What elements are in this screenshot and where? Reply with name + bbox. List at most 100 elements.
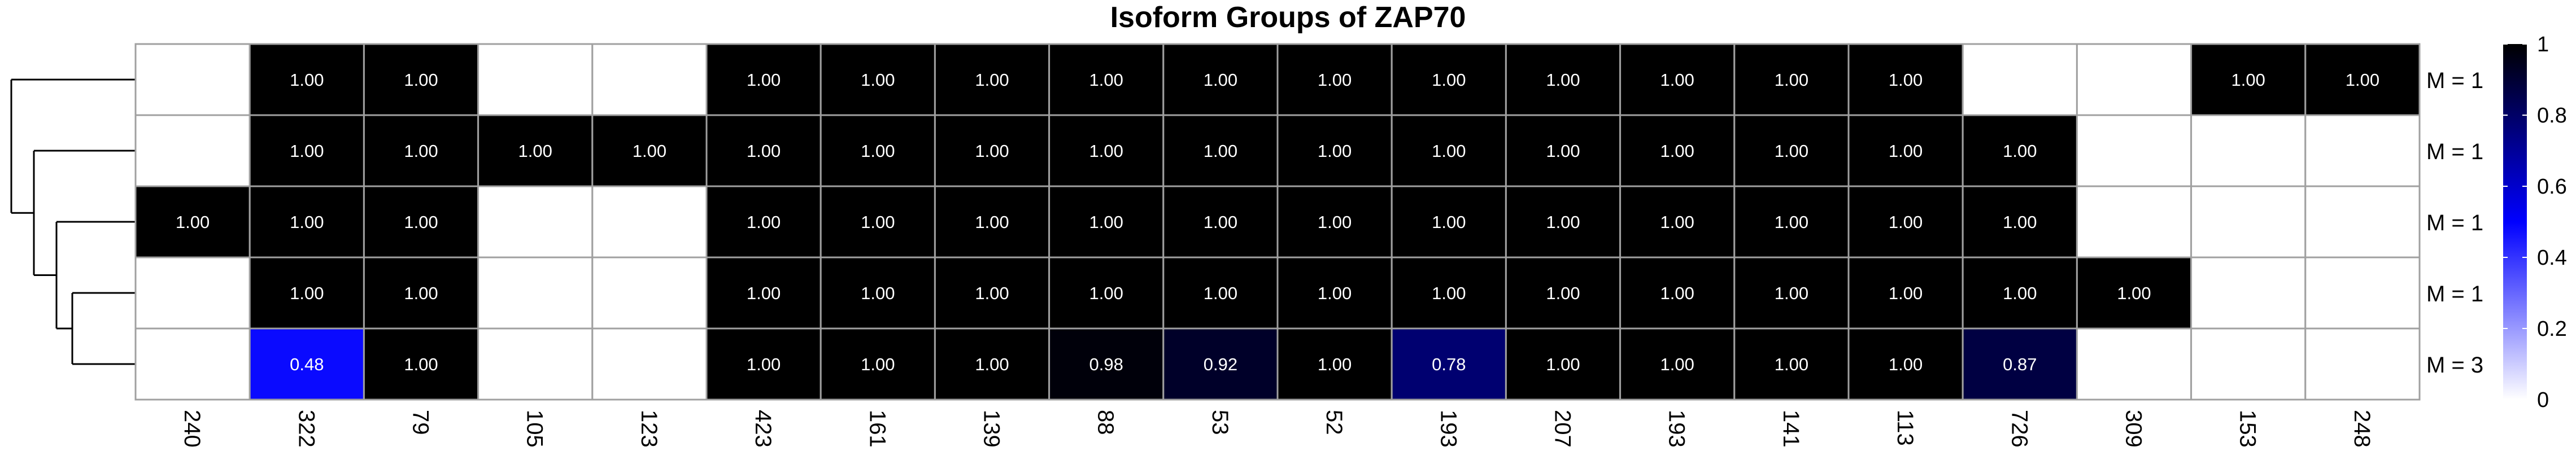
- cell-value-label: 0.87: [2003, 354, 2037, 374]
- cell-value-label: 1.00: [1318, 141, 1352, 161]
- heatmap-cell: [2076, 114, 2193, 187]
- cell-value-label: 1.00: [633, 141, 666, 161]
- cell-value-label: 1.00: [1889, 212, 1923, 232]
- heatmap-cell: [1505, 327, 1622, 401]
- cell-value-label: 1.00: [861, 354, 895, 374]
- row-label: M = 3: [2426, 353, 2483, 378]
- cell-value-label: 1.00: [404, 354, 438, 374]
- column-label: 53: [1208, 410, 1232, 435]
- cell-value-label: 1.00: [1432, 212, 1466, 232]
- cell-value-label: 1.00: [2117, 283, 2151, 303]
- heatmap-cell: [1619, 185, 1736, 259]
- cell-value-label: 1.00: [1660, 141, 1694, 161]
- row-label: M = 1: [2426, 139, 2483, 164]
- cell-value-label: 1.00: [1089, 283, 1123, 303]
- cell-value-label: 1.00: [1660, 212, 1694, 232]
- cell-value-label: 1.00: [290, 212, 324, 232]
- heatmap-cell: [705, 327, 822, 401]
- column-label: 193: [1436, 410, 1461, 448]
- dendrogram-branch: [71, 292, 136, 365]
- cell-value-label: 1.00: [1089, 141, 1123, 161]
- heatmap-cell: [1276, 256, 1393, 330]
- heatmap-cell: [1847, 43, 1964, 116]
- heatmap-cell: [2076, 327, 2193, 401]
- heatmap-cell: [477, 185, 594, 259]
- heatmap-cell: [134, 114, 251, 187]
- heatmap-cell: [1733, 327, 1850, 401]
- cell-value-label: 1.00: [1432, 70, 1466, 90]
- heatmap-cell: [249, 256, 365, 330]
- heatmap-cell: [249, 43, 365, 116]
- heatmap-cells: [134, 43, 2421, 401]
- heatmap-cell: [2076, 43, 2193, 116]
- heatmap-cell: [1162, 114, 1279, 187]
- heatmap-cell: [1276, 43, 1393, 116]
- cell-value-label: 1.00: [1775, 212, 1808, 232]
- heatmap-cell: [1391, 114, 1507, 187]
- heatmap-cell: [1391, 185, 1507, 259]
- cell-value-label: 1.00: [1546, 283, 1580, 303]
- heatmap-cell: [2190, 114, 2307, 187]
- cell-value-label: 1.00: [404, 70, 438, 90]
- cell-value-label: 1.00: [1546, 141, 1580, 161]
- cell-value-label: 1.00: [1660, 70, 1694, 90]
- heatmap-cell: [249, 114, 365, 187]
- column-label: 726: [2007, 410, 2032, 448]
- cell-value-label: 1.00: [1889, 70, 1923, 90]
- heatmap-cell: [2304, 256, 2421, 330]
- column-label: 423: [751, 410, 775, 448]
- heatmap-cell: [1048, 327, 1165, 401]
- cell-value-label: 1.00: [747, 283, 781, 303]
- heatmap-cell: [363, 256, 480, 330]
- cell-value-label: 1.00: [975, 212, 1009, 232]
- column-label: 52: [1322, 410, 1346, 435]
- column-label: 153: [2235, 410, 2260, 448]
- heatmap-cell: [1505, 43, 1622, 116]
- cell-value-label: 1.00: [1775, 141, 1808, 161]
- cell-value-label: 1.00: [975, 283, 1009, 303]
- cell-value-label: 1.00: [1204, 283, 1237, 303]
- cell-value-label: 1.00: [747, 70, 781, 90]
- column-label: 161: [865, 410, 890, 448]
- cell-value-label: 1.00: [1660, 283, 1694, 303]
- heatmap-cell: [2304, 43, 2421, 116]
- cell-value-label: 1.00: [1204, 70, 1237, 90]
- heatmap-cell: [134, 327, 251, 401]
- heatmap-cell: [2076, 185, 2193, 259]
- heatmap-cell: [1733, 43, 1850, 116]
- row-label: M = 1: [2426, 282, 2483, 306]
- heatmap-cell: [820, 256, 936, 330]
- cell-value-label: 1.00: [1546, 70, 1580, 90]
- color-legend: 0 0.2 0.4 0.6 0.8 1: [2503, 33, 2567, 412]
- heatmap-cell: [2190, 43, 2307, 116]
- cell-value-label: 1.00: [404, 212, 438, 232]
- heatmap-cell: [1048, 114, 1165, 187]
- heatmap-cell: [477, 256, 594, 330]
- heatmap-cell: [2304, 327, 2421, 401]
- cell-value-label: 1.00: [1546, 212, 1580, 232]
- row-label: M = 1: [2426, 211, 2483, 235]
- cell-value-label: 1.00: [975, 70, 1009, 90]
- heatmap-cell: [1391, 43, 1507, 116]
- cell-value-label: 1.00: [404, 283, 438, 303]
- heatmap-cell: [1962, 43, 2078, 116]
- cell-value-label: 1.00: [176, 212, 210, 232]
- heatmap-cell: [1847, 185, 1964, 259]
- cell-value-label: 1.00: [1318, 212, 1352, 232]
- cell-value-label: 1.00: [861, 70, 895, 90]
- column-labels: 240 322 79 105 123 423 161 139 88 53 52 193 207 193 14…: [180, 410, 2374, 448]
- cell-value-label: 1.00: [2003, 141, 2037, 161]
- cell-value-label: 1.00: [2346, 70, 2379, 90]
- heatmap-cell: [477, 43, 594, 116]
- heatmap-cell: [1733, 256, 1850, 330]
- heatmap-cell: [1276, 327, 1393, 401]
- heatmap-cell: [363, 43, 480, 116]
- cell-value-label: 1.00: [290, 141, 324, 161]
- legend-tick-label: 0.6: [2537, 175, 2567, 199]
- dendrogram-branch: [55, 221, 136, 330]
- heatmap-cell: [363, 327, 480, 401]
- legend-tick-label: 0.8: [2537, 104, 2567, 128]
- cell-value-label: 1.00: [1775, 283, 1808, 303]
- dendrogram-branch: [33, 150, 136, 276]
